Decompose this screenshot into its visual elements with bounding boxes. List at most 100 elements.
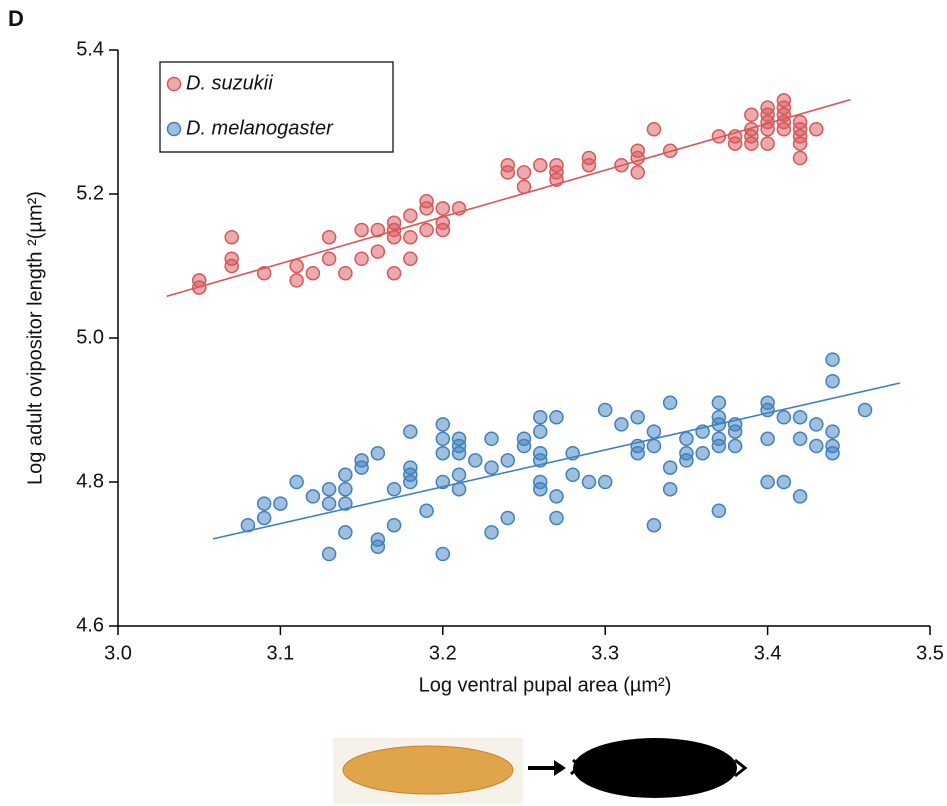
- point: [581, 157, 597, 173]
- point: [370, 445, 386, 461]
- point: [354, 251, 369, 267]
- point: [403, 424, 418, 439]
- point: [338, 481, 353, 497]
- point: [679, 453, 694, 468]
- y-tick-label: 5.4: [76, 38, 104, 60]
- pupa-silhouette: [573, 738, 737, 798]
- point: [419, 201, 434, 216]
- point: [744, 136, 759, 151]
- point: [370, 539, 386, 555]
- point: [630, 445, 645, 461]
- point: [711, 438, 727, 454]
- point: [224, 229, 239, 245]
- point: [727, 438, 743, 454]
- point: [403, 474, 418, 490]
- point: [744, 107, 759, 123]
- point: [760, 474, 775, 490]
- x-tick-label: 3.5: [916, 642, 944, 664]
- point: [549, 409, 564, 425]
- panel-label: D: [8, 6, 24, 31]
- arrow-head: [554, 760, 566, 776]
- legend-label: D. melanogaster: [186, 117, 334, 139]
- point: [646, 517, 662, 533]
- trend-line: [212, 382, 901, 540]
- point: [403, 251, 418, 267]
- legend-box: [159, 61, 394, 153]
- point: [760, 431, 775, 447]
- point: [711, 503, 727, 519]
- point: [792, 136, 808, 151]
- point: [386, 481, 402, 497]
- x-axis-label: Log ventral pupal area (µm²): [419, 674, 672, 696]
- pupa-spiracles: [570, 758, 748, 778]
- point: [435, 417, 451, 432]
- pupa-illustration: [333, 738, 748, 804]
- point: [321, 251, 337, 267]
- point: [597, 474, 613, 490]
- point: [435, 445, 451, 461]
- legend-label: D. suzukii: [186, 72, 273, 94]
- point: [516, 179, 532, 195]
- point: [695, 445, 710, 461]
- point: [662, 481, 678, 497]
- point: [549, 510, 564, 526]
- x-tick-label: 3.4: [754, 642, 782, 664]
- point: [825, 352, 840, 367]
- point: [305, 489, 321, 504]
- point: [532, 424, 548, 439]
- point: [289, 258, 304, 274]
- legend-marker: [166, 121, 182, 137]
- y-tick-label: 4.6: [76, 614, 104, 636]
- point: [273, 496, 288, 511]
- point: [857, 402, 873, 418]
- point: [354, 222, 369, 238]
- point: [630, 165, 645, 180]
- point: [435, 546, 451, 562]
- point: [646, 121, 662, 137]
- legend-marker: [166, 76, 182, 92]
- point: [825, 373, 840, 389]
- point: [500, 510, 516, 526]
- point: [435, 201, 451, 216]
- point: [451, 467, 467, 483]
- x-tick-label: 3.3: [591, 642, 619, 664]
- point: [532, 481, 548, 497]
- point: [338, 496, 353, 511]
- trend-line: [166, 98, 851, 298]
- point: [419, 222, 434, 238]
- point: [727, 136, 743, 151]
- point: [484, 460, 499, 475]
- point: [305, 265, 321, 281]
- point: [809, 121, 824, 137]
- x-tick-label: 3.1: [266, 642, 294, 664]
- point: [468, 453, 483, 468]
- point: [321, 496, 337, 511]
- point: [435, 431, 451, 447]
- point: [321, 229, 337, 245]
- point: [338, 467, 353, 483]
- point: [614, 417, 629, 432]
- point: [679, 431, 694, 447]
- point: [532, 157, 548, 173]
- point: [289, 474, 304, 490]
- x-tick-label: 3.0: [104, 642, 132, 664]
- point: [776, 121, 792, 137]
- point: [451, 445, 467, 461]
- point: [403, 208, 418, 223]
- point: [792, 409, 808, 425]
- point: [646, 438, 662, 454]
- point: [532, 409, 548, 425]
- point: [630, 409, 645, 425]
- point: [256, 496, 272, 511]
- point: [516, 438, 532, 454]
- point: [565, 467, 580, 483]
- point: [711, 395, 727, 411]
- point: [484, 431, 499, 447]
- point: [809, 417, 824, 432]
- y-axis-label: Log adult ovipositor length ²(µm²): [24, 191, 46, 485]
- point: [776, 409, 792, 425]
- point: [224, 258, 239, 274]
- point: [597, 402, 613, 418]
- point: [809, 438, 824, 454]
- point: [338, 525, 353, 540]
